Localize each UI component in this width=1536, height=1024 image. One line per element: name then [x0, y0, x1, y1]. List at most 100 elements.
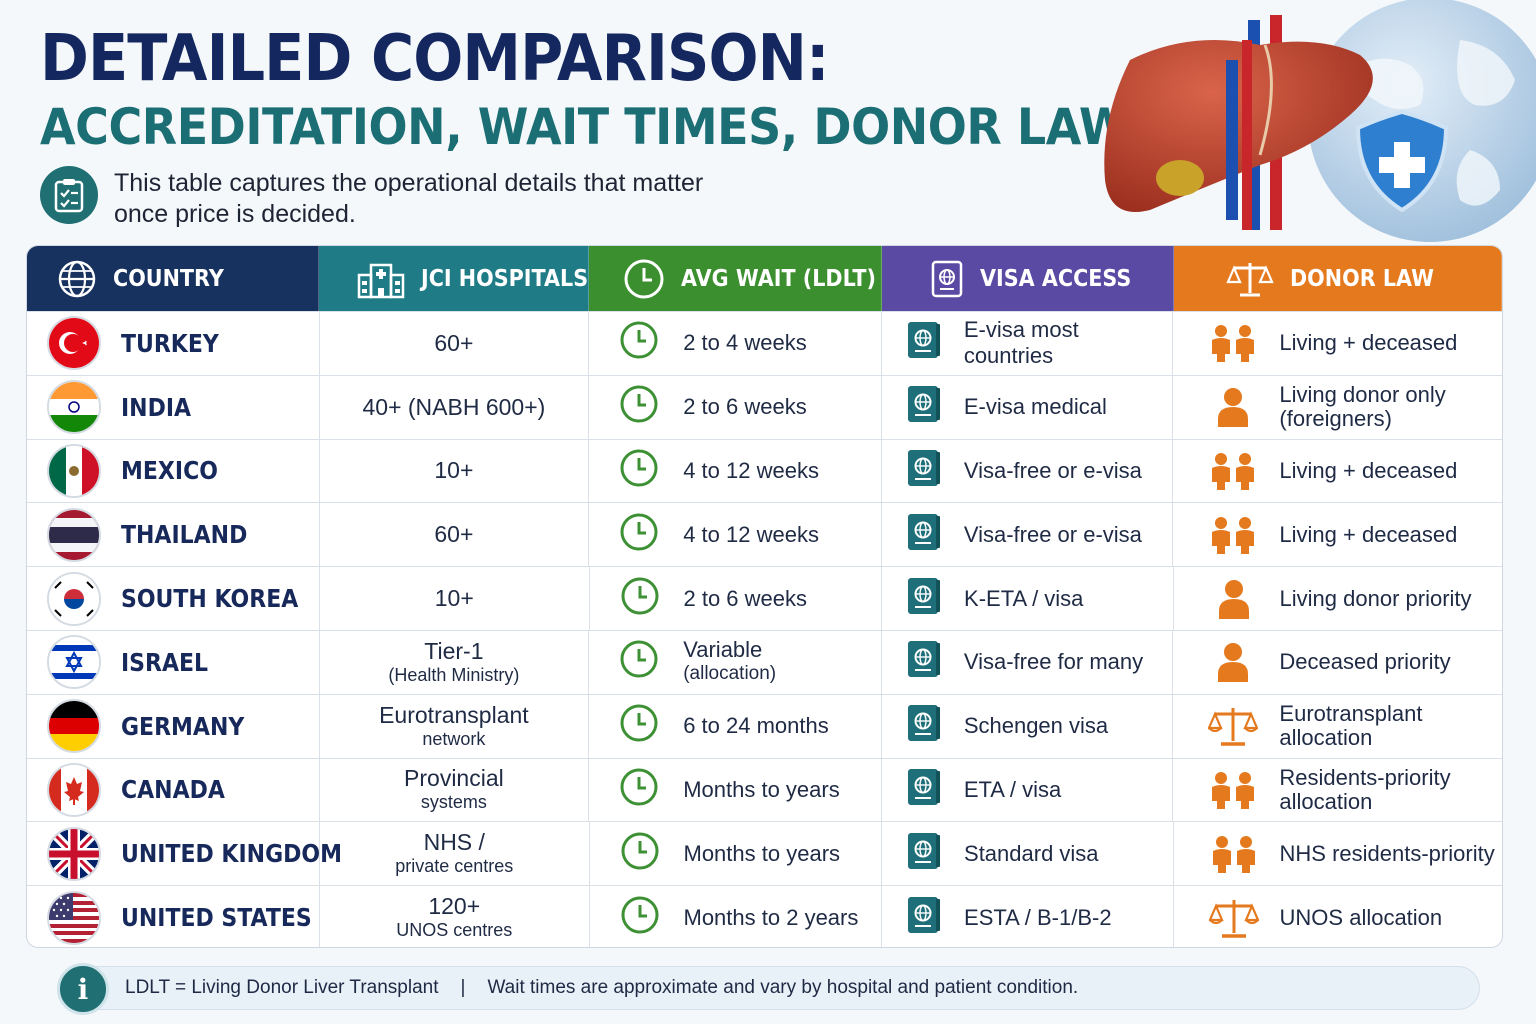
cell-country: SOUTH KOREA	[27, 567, 320, 630]
country-name: SOUTH KOREA	[121, 584, 299, 614]
cell-visa: Visa-free or e-visa	[882, 503, 1174, 567]
wait-value: 2 to 6 weeks	[683, 585, 808, 611]
cell-jci: 10+	[320, 567, 590, 630]
donor-value: Living donor priority	[1279, 585, 1472, 611]
donor-subvalue: (foreigners)	[1279, 406, 1392, 432]
cell-visa: Standard visa	[882, 822, 1174, 886]
clock-icon	[619, 512, 659, 558]
visa-value: E-visa medical	[963, 394, 1107, 420]
country-name: GERMANY	[121, 711, 245, 741]
visa-value: E-visa most countries	[963, 317, 1079, 369]
clipboard-checklist-icon	[40, 166, 98, 224]
jci-subvalue: (Health Ministry)	[388, 664, 520, 685]
scales-icon	[1226, 259, 1274, 299]
cell-donor: Living + deceased	[1173, 503, 1502, 566]
cell-country: MEXICO	[27, 439, 320, 503]
table-row: ISRAEL Tier-1 (Health Ministry) Variable (al…	[27, 629, 1502, 694]
wait-value: Months to 2 years	[683, 904, 859, 930]
jci-value: 120+	[428, 893, 481, 920]
table-row: INDIA 40+ (NABH 600+) 2 to 6 weeks E-visa m…	[27, 374, 1502, 439]
country-name: MEXICO	[121, 456, 218, 486]
donor-value: Eurotransplant	[1279, 701, 1423, 727]
table-row: UNITED KINGDOM NHS / private centres Months…	[27, 821, 1502, 886]
wait-value: Months to years	[683, 840, 841, 866]
cell-country: UNITED KINGDOM	[27, 822, 342, 886]
visa-value: Schengen visa	[963, 713, 1109, 739]
liver-globe-illustration	[1090, 0, 1536, 250]
footer-separator: |	[460, 977, 466, 998]
wait-subvalue: (allocation)	[683, 663, 777, 685]
jci-subvalue: UNOS centres	[396, 920, 513, 941]
visa-value: Visa-free or e-visa	[963, 521, 1142, 547]
jci-subvalue: private centres	[395, 856, 514, 877]
wait-value: 2 to 4 weeks	[683, 330, 807, 356]
visa-value: Visa-free for many	[963, 649, 1144, 675]
header-wait: AVG WAIT (LDLT)	[589, 246, 883, 311]
cell-visa: Visa-free for many	[882, 630, 1174, 694]
header-donor: DONOR LAW	[1173, 246, 1502, 311]
hospital-building-icon	[357, 259, 405, 299]
cell-donor: Residents-priority allocation	[1173, 759, 1502, 822]
visa-value: Visa-free or e-visa	[963, 457, 1142, 483]
cell-visa: ETA / visa	[882, 758, 1174, 822]
info-icon: i	[57, 963, 109, 1015]
cell-jci: Eurotransplant network	[320, 694, 590, 758]
cell-visa: K-ETA / visa	[882, 567, 1174, 630]
clock-icon	[619, 767, 659, 813]
cell-jci: 60+	[320, 312, 590, 375]
south-korea-flag	[47, 571, 101, 626]
table-row: SOUTH KOREA 10+ 2 to 6 weeks K-ETA / visa Li…	[27, 566, 1502, 630]
country-name: CANADA	[121, 775, 225, 805]
jci-subvalue: systems	[420, 792, 487, 813]
header-wait-label: AVG WAIT (LDLT)	[681, 265, 877, 292]
cell-country: CANADA	[27, 758, 320, 822]
visa-value: ETA / visa	[963, 776, 1062, 802]
scales-icon	[1207, 705, 1259, 747]
cell-wait: Months to 2 years	[590, 886, 883, 947]
two-people-icon	[1208, 835, 1260, 873]
wait-value: 6 to 24 months	[683, 713, 829, 739]
cell-jci: NHS / private centres	[320, 822, 590, 886]
clock-icon	[620, 895, 660, 941]
table-row: MEXICO 10+ 4 to 12 weeks Visa-free or e-vis…	[27, 438, 1502, 503]
wait-value: 2 to 6 weeks	[683, 394, 807, 420]
table-row: THAILAND 60+ 4 to 12 weeks Visa-free or e-v…	[27, 502, 1502, 567]
wait-value: 4 to 12 weeks	[683, 521, 819, 547]
country-name: INDIA	[121, 392, 192, 422]
donor-value: Residents-priority	[1279, 764, 1451, 790]
cell-visa: Visa-free or e-visa	[882, 439, 1174, 503]
table-row: UNITED STATES 120+ UNOS centres Months to 2…	[27, 885, 1502, 947]
cell-visa: Schengen visa	[882, 694, 1174, 758]
country-name: TURKEY	[121, 328, 219, 358]
wait-value: Variable	[683, 637, 763, 663]
two-people-icon	[1207, 452, 1259, 490]
intro-line-2: once price is decided.	[114, 200, 356, 228]
visa-value: K-ETA / visa	[964, 585, 1084, 611]
page-title: DETAILED COMPARISON:	[40, 22, 830, 96]
passport-icon	[906, 767, 942, 813]
clock-icon	[619, 703, 659, 749]
globe-icon	[57, 259, 97, 299]
cell-donor: Living + deceased	[1173, 312, 1502, 375]
jci-value: 60+	[434, 329, 474, 356]
intro-text: This table captures the operational deta…	[114, 168, 734, 230]
header-country-label: COUNTRY	[113, 265, 224, 292]
passport-icon	[906, 448, 942, 494]
intro-line-1: This table captures the operational deta…	[114, 169, 704, 197]
person-icon	[1207, 642, 1259, 683]
wait-value: Months to years	[683, 776, 840, 802]
header-donor-label: DONOR LAW	[1289, 265, 1434, 292]
turkey-flag	[47, 316, 101, 371]
passport-icon	[906, 512, 942, 558]
two-people-icon	[1207, 324, 1259, 363]
donor-value: Living + deceased	[1279, 521, 1458, 547]
donor-subvalue: allocation	[1279, 788, 1373, 814]
jci-subvalue: network	[422, 728, 486, 749]
person-icon	[1207, 387, 1259, 428]
cell-jci: 10+	[320, 439, 590, 503]
cell-jci: 40+ (NABH 600+)	[320, 375, 590, 439]
canada-flag	[47, 762, 101, 817]
footer-note: i LDLT = Living Donor Liver Transplant |…	[57, 963, 1480, 1015]
cell-wait: Months to years	[589, 758, 882, 822]
